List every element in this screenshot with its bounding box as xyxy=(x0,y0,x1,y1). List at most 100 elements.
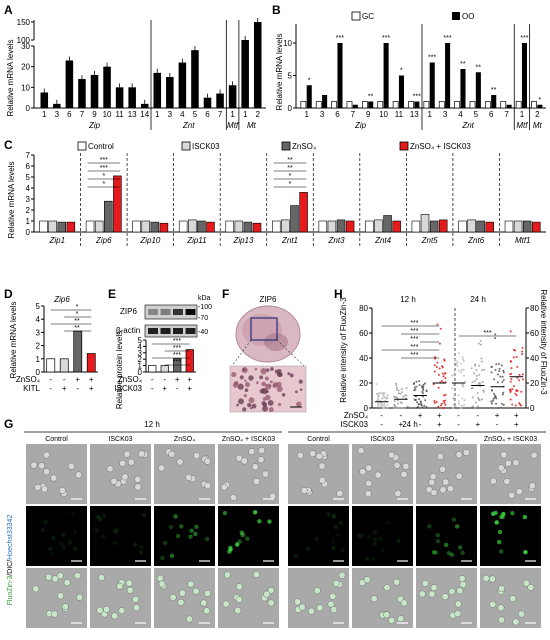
h-point xyxy=(424,399,427,402)
e-sign: + xyxy=(175,375,180,384)
d-y-tick-label: 3 xyxy=(36,328,41,337)
g-cell xyxy=(498,585,506,593)
g-cell xyxy=(497,464,505,472)
b-group-label: Mtf xyxy=(516,121,528,130)
h-point xyxy=(473,407,476,409)
b-bar-oo xyxy=(383,43,389,108)
g-cell xyxy=(442,478,450,486)
h-point xyxy=(518,373,521,376)
panel-h-ylabel-right: Relative intensity of FluoZin-3 xyxy=(539,289,548,395)
g-cell xyxy=(51,610,58,618)
g-cell xyxy=(402,462,410,470)
e-y-tick-label: 2 xyxy=(138,355,143,364)
h-point xyxy=(443,401,446,404)
b-bar-oo xyxy=(475,72,481,108)
g-cell xyxy=(158,464,165,472)
b-y-tick-label: 0 xyxy=(288,104,293,113)
h-point xyxy=(480,357,483,360)
b-significance: * xyxy=(308,77,311,84)
tissue-cell xyxy=(247,402,252,408)
g-cell-signal xyxy=(335,532,341,537)
h-point xyxy=(457,394,460,397)
g-cell-signal xyxy=(173,514,178,519)
h-point xyxy=(500,364,503,367)
h-point xyxy=(442,394,445,397)
c-x-tick-label: Znt4 xyxy=(374,236,392,245)
h-point xyxy=(491,388,494,391)
b-group-label: Znt xyxy=(461,121,474,130)
tissue-cell xyxy=(255,381,259,385)
h-point xyxy=(442,375,445,378)
g-cell xyxy=(512,459,520,467)
g-cell-signal xyxy=(70,511,76,517)
d-significance: * xyxy=(76,304,79,311)
g-cell xyxy=(309,450,317,458)
panel-c: C Relative mRNA levels Control ISCK03 Zn… xyxy=(4,138,546,246)
panel-h-label: H xyxy=(334,287,343,301)
a-bar xyxy=(153,72,162,108)
g-column-label: ZnSO₄ xyxy=(174,436,195,443)
b-group-label: Mt xyxy=(533,121,543,130)
h-point xyxy=(444,393,447,396)
zip6-band xyxy=(160,309,171,315)
g-cell xyxy=(103,605,111,613)
b-bar-oo xyxy=(398,75,405,108)
g-cell xyxy=(498,616,505,624)
h-point xyxy=(457,352,460,355)
a-x-tick-label: 1 xyxy=(243,110,248,119)
c-bar xyxy=(327,220,337,233)
g-cell xyxy=(203,607,211,615)
c-bar xyxy=(48,220,57,233)
d-bar xyxy=(59,358,69,373)
a-bar xyxy=(53,103,61,108)
tissue-cell xyxy=(262,405,268,412)
c-bar xyxy=(476,220,485,233)
c-bar xyxy=(365,220,374,233)
h-point xyxy=(476,405,479,408)
a-bar xyxy=(140,103,149,108)
h-point xyxy=(400,388,403,391)
g-cell xyxy=(454,600,462,608)
g-cell xyxy=(263,590,271,598)
h-point xyxy=(456,364,459,367)
g-cell-signal xyxy=(493,510,498,516)
a-group-label: Mtf xyxy=(227,121,239,130)
tissue-cell xyxy=(281,393,286,397)
e-sign: - xyxy=(151,375,154,384)
h-y-tick-label-right: 0 xyxy=(530,404,535,413)
c-bar xyxy=(94,220,104,233)
tissue-cell xyxy=(276,371,282,378)
h-point xyxy=(399,392,402,395)
h-sign: + xyxy=(514,411,519,420)
e-sign: + xyxy=(187,375,192,384)
g-cell xyxy=(116,582,124,590)
h-point xyxy=(393,400,396,403)
h-point xyxy=(471,381,474,384)
h-point xyxy=(395,384,398,387)
g-cell xyxy=(58,487,66,494)
h-sign: + xyxy=(495,411,500,420)
h-point xyxy=(453,372,456,375)
e-y-tick-label: 1 xyxy=(138,362,143,371)
g-cell xyxy=(74,572,81,580)
panel-b-ylabel: Relative mRNA levels xyxy=(275,34,284,111)
c-bar xyxy=(392,220,401,233)
h-point xyxy=(498,367,501,370)
g-cell xyxy=(123,450,131,458)
h-point xyxy=(499,375,502,378)
h-point xyxy=(454,359,457,362)
g-cell xyxy=(252,571,260,578)
h-point xyxy=(386,403,389,406)
g-cell xyxy=(296,451,304,459)
c-x-tick-label: Znt6 xyxy=(467,236,485,245)
g-fluorescence-image xyxy=(352,506,413,566)
h-point xyxy=(495,402,498,405)
g-cell-signal xyxy=(43,519,48,525)
g-cell-signal xyxy=(293,553,298,559)
ovary-zoom-image xyxy=(229,365,307,413)
g-cell xyxy=(258,446,266,454)
legend-znso4-label: ZnSO₄ xyxy=(292,142,316,151)
e-sign: - xyxy=(151,384,154,393)
panel-b-label: B xyxy=(272,3,281,17)
